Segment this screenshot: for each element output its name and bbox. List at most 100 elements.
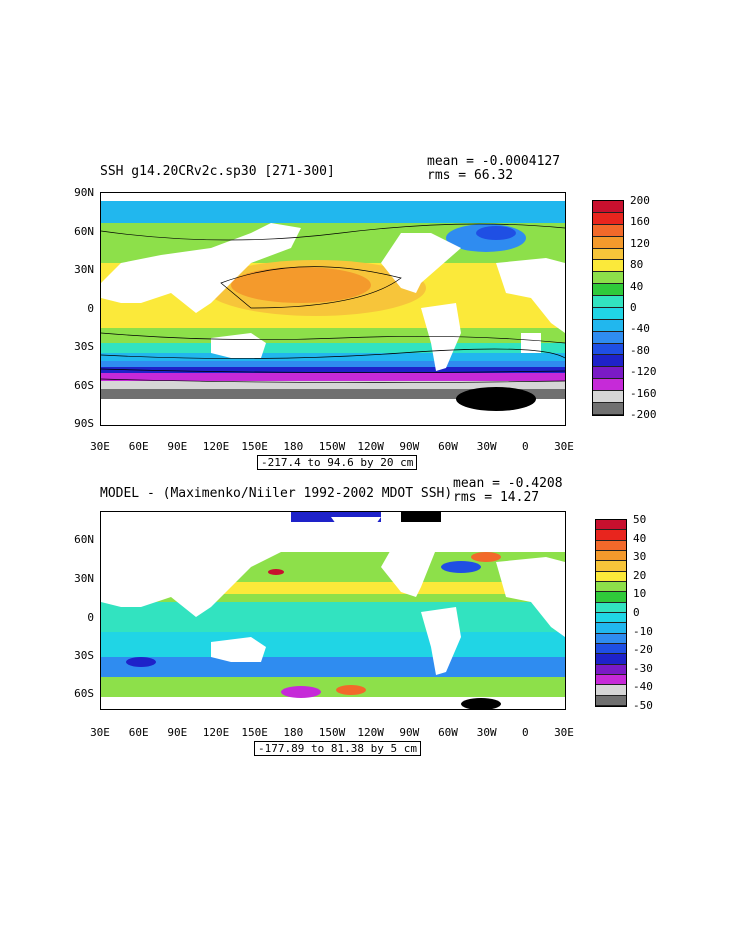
panel1-lon-tick: 150W: [318, 440, 346, 453]
colorbar-cell: [596, 664, 626, 675]
panel2-map-field: [101, 512, 565, 709]
panel1-lon-tick: 120E: [202, 440, 230, 453]
panel1-colorbar-label: -120: [630, 365, 657, 379]
panel2-lat-tick: 60S: [74, 687, 94, 700]
panel1-colorbar-label: 160: [630, 215, 650, 229]
panel2-lon-tick: 30W: [476, 726, 497, 739]
colorbar-cell: [596, 654, 626, 665]
panel2-map: [100, 511, 566, 710]
panel2-colorbar-label: -40: [633, 680, 653, 694]
panel2-lon-tick: 0: [522, 726, 529, 739]
colorbar-cell: [593, 355, 623, 368]
panel1-lon-tick: 60W: [438, 440, 458, 453]
colorbar-cell: [596, 571, 626, 582]
colorbar-cell: [593, 391, 623, 403]
panel2-lat-tick: 0: [87, 611, 94, 624]
panel1-lat-tick: 60S: [74, 379, 94, 392]
panel1-lon-tick: 120W: [357, 440, 384, 453]
colorbar-cell: [593, 212, 623, 225]
colorbar-cell: [596, 592, 626, 603]
panel1-lat-tick: 0: [87, 302, 94, 315]
panel2-lon-tick: 120E: [202, 726, 230, 739]
colorbar-cell: [596, 561, 626, 572]
panel2-lon-tick: 120W: [357, 726, 384, 739]
colorbar-cell: [596, 674, 626, 686]
colorbar-cell: [593, 224, 623, 237]
colorbar-cell: [593, 272, 623, 285]
colorbar-cell: [596, 612, 626, 624]
panel1-lon-tick: 90E: [167, 440, 188, 453]
panel1-lat-tick: 30S: [74, 340, 94, 353]
panel1-lon-tick: 180: [283, 440, 304, 453]
panel2-lon-tick: 180: [283, 726, 304, 739]
panel1-lon-tick: 0: [522, 440, 529, 453]
panel1-range-box: -217.4 to 94.6 by 20 cm: [257, 455, 418, 470]
panel2-lon-tick: 60E: [128, 726, 149, 739]
panel2-colorbar-label: -10: [633, 624, 653, 638]
panel2-lon-tick: 150E: [241, 726, 268, 739]
panel2-colorbar-label: 20: [633, 568, 647, 582]
colorbar-cell: [596, 581, 626, 593]
colorbar-cell: [596, 623, 626, 634]
panel1-map: [100, 192, 566, 426]
panel2-lat-tick: 30S: [74, 649, 94, 662]
colorbar-cell: [593, 367, 623, 380]
colorbar-cell: [593, 260, 623, 273]
panel2-lat-tick: 60N: [74, 533, 94, 546]
panel1-rms: rms = 66.32: [427, 168, 514, 183]
panel2-colorbar-label: 50: [633, 513, 647, 526]
panel1-title: SSH g14.20CRv2c.sp30 [271-300]: [100, 164, 335, 179]
panel2-colorbar-label: 0: [633, 606, 640, 619]
colorbar-cell: [593, 284, 623, 296]
panel2-title: MODEL - (Maximenko/Niiler 1992-2002 MDOT…: [100, 486, 453, 501]
colorbar-cell: [593, 319, 623, 332]
panel2-lon-tick: 150W: [318, 726, 346, 739]
panel2-lat-tick: 30N: [74, 572, 94, 585]
panel2-lon-tick: 30E: [554, 726, 574, 739]
colorbar-cell: [593, 343, 623, 356]
panel2-lon-tick: 90W: [399, 726, 420, 739]
colorbar-cell: [596, 643, 626, 655]
panel1-colorbar-label: -160: [630, 386, 657, 400]
panel1-mean: mean = -0.0004127: [427, 154, 561, 169]
panel1-colorbar-label: -200: [630, 408, 657, 421]
colorbar-cell: [596, 550, 626, 562]
panel1-lat-tick: 60N: [74, 225, 94, 238]
colorbar-cell: [593, 379, 623, 391]
panel2-colorbar-label: -50: [633, 699, 653, 712]
panel1-colorbar-label: -40: [630, 322, 650, 336]
panel1-lon-tick: 30W: [476, 440, 497, 453]
colorbar-cell: [593, 307, 623, 320]
panel2-range-box: -177.89 to 81.38 by 5 cm: [254, 741, 421, 756]
panel1-lat-tick: 30N: [74, 263, 94, 276]
panel1-colorbar-label: -80: [630, 343, 650, 357]
panel1-lon-tick: 60E: [128, 440, 149, 453]
panel2-lon-tick: 60W: [438, 726, 458, 739]
colorbar-cell: [596, 520, 626, 531]
colorbar-cell: [596, 602, 626, 613]
panel1-colorbar: [592, 200, 624, 416]
panel1-lon-tick: 30E: [554, 440, 574, 453]
panel1-lat-tick: 90N: [74, 186, 94, 199]
colorbar-cell: [593, 402, 623, 415]
colorbar-cell: [593, 331, 623, 344]
panel1-lon-tick: 150E: [241, 440, 268, 453]
panel2-colorbar-label: 30: [633, 550, 647, 564]
panel1-lon-tick: 30E: [90, 440, 110, 453]
colorbar-cell: [593, 201, 623, 213]
panel2-lon-tick: 90E: [167, 726, 188, 739]
panel1-colorbar-label: 200: [630, 194, 650, 207]
panel2-colorbar-label: 40: [633, 531, 647, 545]
colorbar-cell: [596, 685, 626, 696]
panel2-colorbar-label: 10: [633, 587, 647, 601]
colorbar-cell: [593, 296, 623, 308]
panel1-colorbar-label: 0: [630, 301, 637, 314]
colorbar-cell: [593, 248, 623, 261]
panel2-lon-tick: 30E: [90, 726, 110, 739]
colorbar-cell: [593, 236, 623, 249]
panel2-colorbar: [595, 519, 627, 707]
panel1-colorbar-label: 40: [630, 279, 644, 293]
panel1-colorbar-label: 80: [630, 258, 644, 272]
panel2-rms: rms = 14.27: [453, 490, 540, 505]
colorbar-cell: [596, 540, 626, 551]
